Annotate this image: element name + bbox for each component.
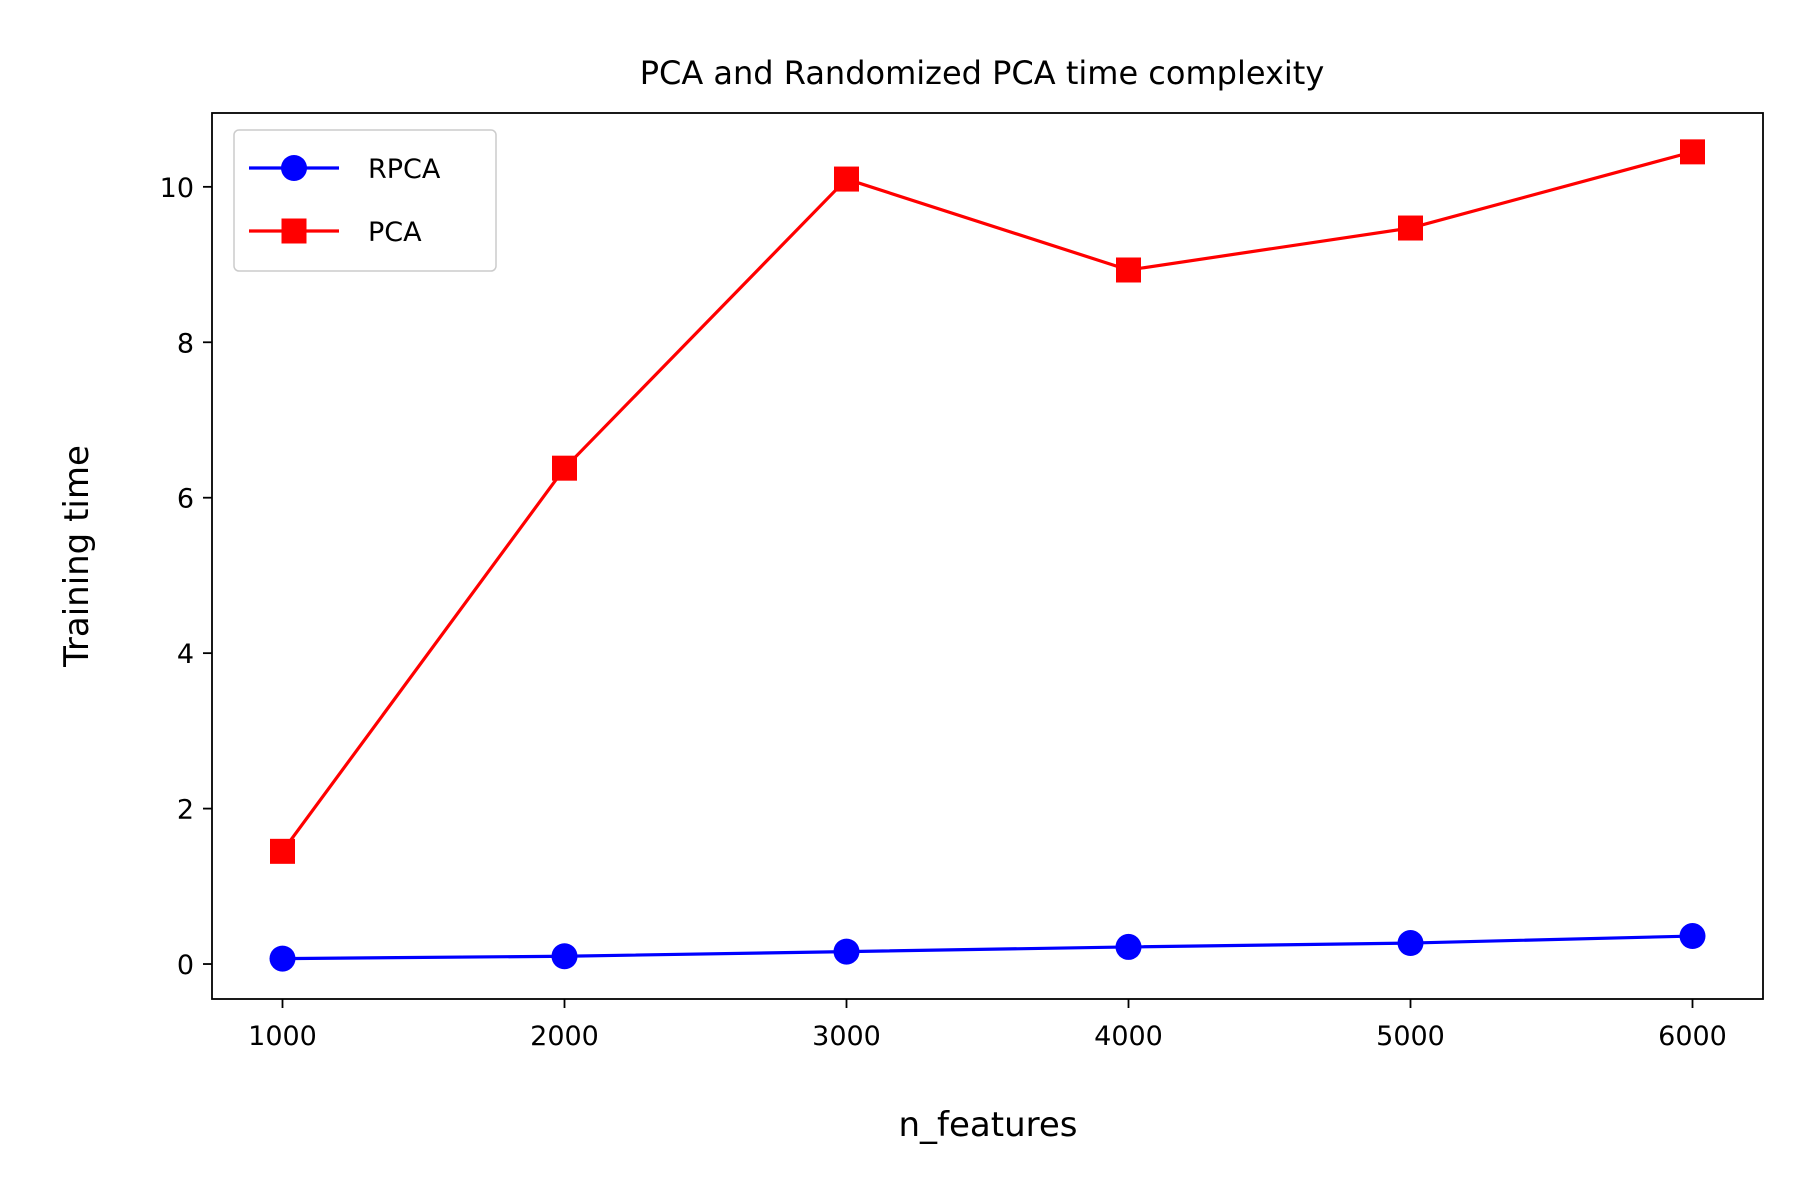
legend-label: PCA xyxy=(368,217,422,248)
legend-item-rpca: RPCA xyxy=(249,154,441,185)
series-line-rpca xyxy=(282,934,1693,961)
y-tick-label: 4 xyxy=(177,639,194,670)
legend-box xyxy=(233,129,497,272)
legend-item-pca: PCA xyxy=(249,217,422,248)
data-point-rpca xyxy=(1397,930,1424,957)
x-tick-label: 5000 xyxy=(1376,1021,1445,1052)
x-tick-label: 4000 xyxy=(1094,1021,1163,1052)
x-ticks: 1000 2000 3000 4000 5000 6000 xyxy=(248,999,1727,1052)
y-tick-label: 0 xyxy=(177,950,194,981)
data-point-rpca xyxy=(1679,923,1706,950)
data-point-pca xyxy=(270,838,295,864)
data-point-rpca xyxy=(551,943,578,970)
x-tick-label: 2000 xyxy=(530,1021,599,1052)
series-pca xyxy=(270,139,1705,864)
y-tick-label: 8 xyxy=(177,328,194,359)
series-rpca xyxy=(269,923,1706,972)
data-point-pca xyxy=(552,455,577,481)
legend-items: RPCA PCA xyxy=(249,154,441,248)
plot-content xyxy=(269,139,1706,972)
data-point-rpca xyxy=(833,938,860,965)
y-axis-label: Training time xyxy=(57,445,97,668)
y-ticks: 0 2 4 6 8 10 xyxy=(160,173,212,981)
data-point-pca xyxy=(1680,139,1705,165)
legend-label: RPCA xyxy=(368,154,441,185)
y-tick-label: 6 xyxy=(177,484,194,515)
legend-marker xyxy=(281,218,307,244)
series-line-pca xyxy=(281,150,1693,853)
data-point-pca xyxy=(1398,215,1423,241)
legend: RPCA PCA xyxy=(233,129,497,272)
y-tick-label: 2 xyxy=(177,795,194,826)
legend-marker xyxy=(281,155,307,181)
data-point-pca xyxy=(1116,257,1141,283)
data-point-rpca xyxy=(1115,933,1142,960)
x-tick-label: 6000 xyxy=(1658,1021,1727,1052)
x-tick-label: 3000 xyxy=(812,1021,881,1052)
x-tick-label: 1000 xyxy=(248,1021,317,1052)
y-tick-label: 10 xyxy=(160,173,194,204)
chart-title: PCA and Randomized PCA time complexity xyxy=(640,54,1325,92)
x-axis-label: n_features xyxy=(898,1105,1077,1145)
data-point-pca xyxy=(834,166,859,192)
data-point-rpca xyxy=(269,945,296,972)
plot-frame xyxy=(211,112,1764,1000)
